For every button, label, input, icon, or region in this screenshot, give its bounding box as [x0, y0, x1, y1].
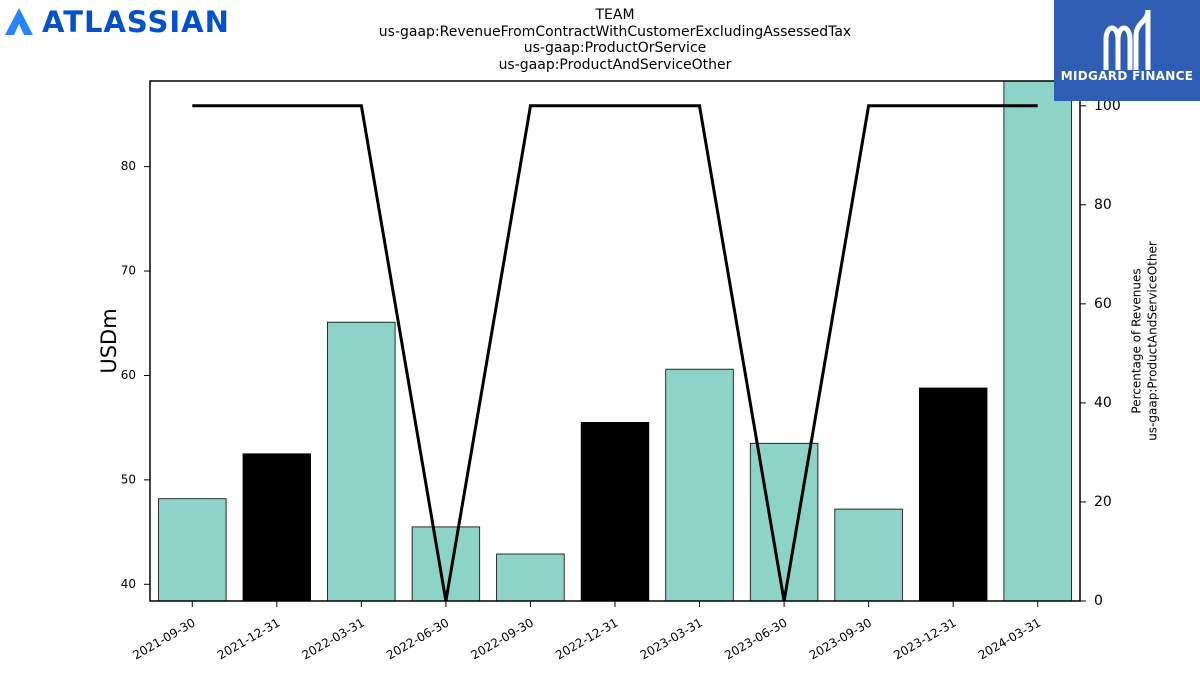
bar	[158, 498, 227, 602]
y-axis-left: 40 50 60 70 80	[121, 159, 150, 591]
bars	[158, 80, 1072, 602]
atlassian-wordmark: ATLASSIAN	[42, 5, 230, 39]
bar	[411, 526, 481, 602]
bar	[665, 368, 734, 602]
chart-title: TEAM us-gaap:RevenueFromContractWithCust…	[315, 7, 915, 73]
y2-axis-label: us-gaap:ProductAndServiceOther	[1146, 241, 1160, 441]
x-tick-label: 2023-06-30	[722, 615, 789, 662]
midgard-m-logo-icon	[1103, 9, 1151, 70]
chart-title-line: us-gaap:ProductOrService	[523, 40, 707, 56]
atlassian-logo: ATLASSIAN	[4, 4, 230, 40]
y-tick-label: 60	[121, 368, 136, 382]
y-tick-label: 70	[121, 264, 136, 278]
x-tick-label: 2022-06-30	[384, 615, 451, 662]
bar	[580, 421, 650, 602]
y2-tick-label: 80	[1094, 197, 1112, 213]
bar	[1003, 80, 1072, 602]
midgard-finance-logo: MIDGARD FINANCE	[1054, 0, 1200, 101]
bar	[496, 553, 565, 602]
x-axis: 2021-09-30 2021-12-31 2022-03-31 2022-06-30…	[130, 601, 1043, 662]
bar	[919, 387, 988, 602]
midgard-wordmark: MIDGARD FINANCE	[1060, 69, 1194, 83]
x-tick-label: 2021-09-30	[130, 615, 197, 662]
y-tick-label: 80	[121, 159, 136, 173]
y2-tick-label: 20	[1094, 494, 1112, 510]
y-tick-label: 50	[121, 472, 136, 486]
chart-title-line: TEAM	[595, 7, 635, 23]
series-line	[192, 104, 1038, 602]
x-tick-label: 2024-03-31	[976, 615, 1043, 662]
y2-tick-label: 100	[1094, 98, 1121, 114]
chart-title-line: us-gaap:ProductAndServiceOther	[498, 56, 732, 73]
x-tick-label: 2023-12-31	[891, 615, 958, 662]
y2-tick-label: 0	[1094, 593, 1103, 609]
atlassian-logo-icon	[5, 8, 33, 35]
y-axis-right: 0 20 40 60 80 100	[1080, 98, 1121, 609]
y-axis-label: USDm	[97, 308, 121, 373]
y-tick-label: 40	[121, 577, 136, 591]
x-tick-label: 2023-09-30	[807, 615, 874, 662]
ratio-line	[192, 104, 1038, 602]
x-tick-label: 2023-03-31	[638, 615, 705, 662]
y2-axis-label: Percentage of Revenues	[1130, 268, 1144, 413]
y2-tick-label: 60	[1094, 296, 1112, 312]
chart-title-line: us-gaap:RevenueFromContractWithCustomerE…	[378, 23, 852, 40]
x-tick-label: 2021-12-31	[215, 615, 282, 662]
y2-tick-label: 40	[1094, 395, 1112, 411]
x-tick-label: 2022-12-31	[553, 615, 620, 662]
x-tick-label: 2022-09-30	[469, 615, 536, 662]
x-tick-label: 2022-03-31	[299, 615, 366, 662]
bar	[834, 508, 903, 602]
bar	[242, 453, 311, 602]
bar	[327, 321, 396, 602]
